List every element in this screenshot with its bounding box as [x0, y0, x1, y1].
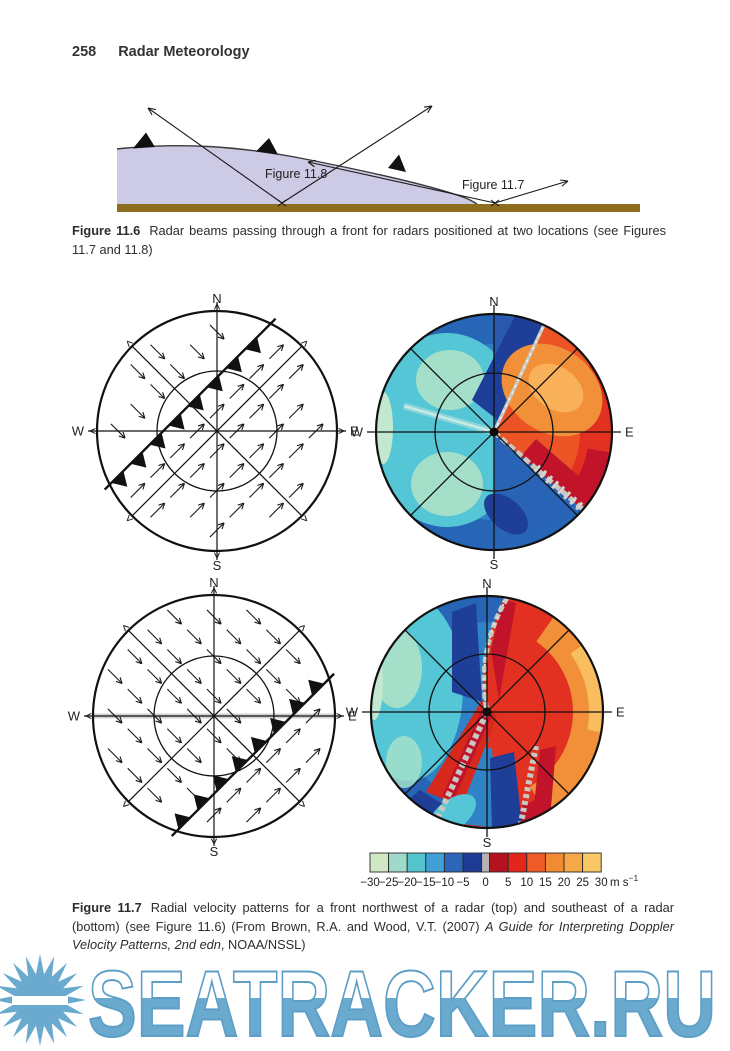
front-triangle-icon	[250, 737, 267, 753]
front-triangle-icon	[187, 394, 204, 411]
colorbar-tick-label: −5	[456, 877, 469, 889]
compass-west-label: W	[351, 425, 364, 440]
front-triangle-icon	[308, 679, 325, 696]
colorbar-tick-label: −15	[416, 877, 436, 889]
compass-west-label: W	[68, 709, 81, 724]
front-triangle-icon	[133, 132, 155, 149]
compass-east-label: E	[350, 424, 359, 439]
front-triangle-icon	[206, 375, 223, 392]
front-triangle-icon	[174, 813, 191, 830]
figure-11-7-caption-italic: A Guide for Interpreting Doppler Velocit…	[72, 918, 674, 953]
front-triangle-icon	[111, 470, 128, 487]
front-triangle-icon	[225, 356, 242, 373]
figure-11-7-caption-text-2: , NOAA/NSSL)	[220, 937, 306, 952]
front-triangle-icon	[289, 698, 306, 715]
front-triangle-icon	[256, 138, 278, 155]
front-triangle-icon	[168, 413, 185, 430]
colorbar-tick-label: −20	[397, 877, 417, 889]
page-number: 258	[72, 44, 97, 60]
front-triangle-icon	[245, 337, 261, 354]
colorbar-tick-label: −25	[379, 877, 399, 889]
colorbar-tick-label: 0	[482, 877, 488, 889]
compass-east-label: E	[616, 705, 625, 720]
page-header: 258 Radar Meteorology	[72, 44, 250, 60]
figure-11-6-diagram: Figure 11.8 Figure 11.7	[116, 105, 640, 212]
label-figure-11-8: Figure 11.8	[265, 167, 327, 181]
seatracker-watermark: SEATRACKER.RU	[0, 950, 717, 1051]
figure-11-7-caption-label: Figure 11.7	[72, 900, 142, 915]
label-figure-11-7: Figure 11.7	[462, 178, 524, 192]
figure-11-6-caption: Figure 11.6 Radar beams passing through a…	[72, 222, 666, 259]
vector-panel-top: N S W E	[72, 291, 359, 573]
front-triangle-icon	[388, 154, 406, 172]
compass-north-label: N	[209, 575, 218, 590]
compass-south-label: S	[483, 835, 492, 850]
compass-south-label: S	[490, 557, 499, 572]
colorbar-tick-label: 5	[505, 877, 511, 889]
colorbar-tick-label: 15	[539, 877, 552, 889]
compass-east-label: E	[625, 425, 634, 440]
colorbar-unit-label: m s−1	[610, 873, 638, 889]
velocity-colorbar: −30 −25 −20 −15 −10 −5 0 5 10 15 20 25 30 m s−1	[360, 852, 638, 889]
compass-north-label: N	[489, 294, 498, 309]
compass-west-label: W	[72, 424, 85, 439]
compass-north-label: N	[482, 576, 491, 591]
front-triangle-icon	[193, 794, 210, 811]
figure-11-7-caption-text: Radial velocity patterns for a front nor…	[72, 900, 674, 934]
front-triangle-icon	[212, 775, 229, 792]
colorbar-tick-label: 10	[520, 877, 533, 889]
front-triangle-icon	[231, 756, 248, 773]
doppler-panel-bottom: NSW E	[346, 576, 625, 850]
colorbar-tick-label: −30	[360, 877, 380, 889]
colorbar-tick-label: −10	[435, 877, 455, 889]
watermark-text: SEATRACKER.RU	[88, 951, 716, 1051]
doppler-panel-top: NSW E	[351, 294, 634, 572]
colorbar-tick-label: 30	[595, 877, 608, 889]
compass-north-label: N	[212, 291, 221, 306]
compass-south-label: S	[213, 558, 222, 573]
figure-11-6-caption-label: Figure 11.6	[72, 223, 141, 238]
ground-bar	[117, 204, 640, 212]
compass-west-label: W	[346, 705, 359, 720]
vector-panel-bottom: NSW E	[68, 575, 357, 859]
figure-11-6-caption-text: Radar beams passing through a front for …	[72, 223, 666, 257]
front-triangle-icon	[130, 451, 147, 468]
colorbar-tick-label: 20	[558, 877, 571, 889]
colorbar-tick-label: 25	[576, 877, 589, 889]
compass-east-label: E	[348, 709, 357, 724]
running-head-title: Radar Meteorology	[118, 44, 250, 60]
compass-south-label: S	[210, 844, 219, 859]
front-triangle-icon	[149, 432, 166, 449]
figure-11-7-caption: Figure 11.7 Radial velocity patterns for …	[72, 899, 674, 955]
front-triangle-icon	[270, 717, 286, 734]
